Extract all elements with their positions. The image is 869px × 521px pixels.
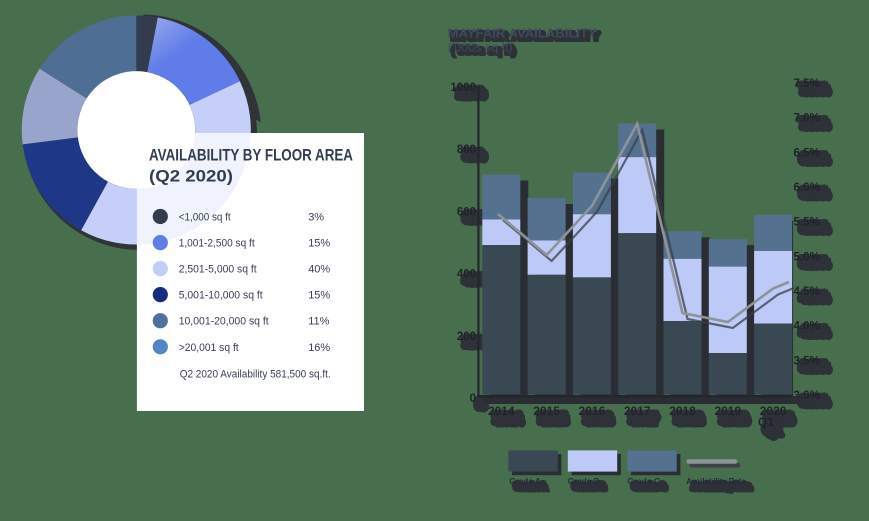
svg-text:7.5%: 7.5% [794,78,820,90]
svg-text:1000: 1000 [461,90,487,102]
svg-text:5.5%: 5.5% [805,225,831,237]
svg-text:(Q2 2020): (Q2 2020) [149,168,233,186]
svg-text:Q1: Q1 [764,422,780,436]
svg-text:1,001-2,500 sq ft: 1,001-2,500 sq ft [179,238,255,250]
svg-text:2016: 2016 [588,414,615,428]
svg-text:15%: 15% [308,238,330,250]
svg-text:Grade A: Grade A [517,483,549,493]
svg-text:5.0%: 5.0% [794,251,820,263]
svg-text:10,001-20,000 sq ft: 10,001-20,000 sq ft [179,316,269,328]
svg-text:5.5%: 5.5% [794,217,820,229]
svg-text:2015: 2015 [542,414,569,428]
svg-text:Availability Rate: Availability Rate [694,483,753,493]
svg-text:4.0%: 4.0% [794,321,820,333]
svg-text:15%: 15% [308,290,330,302]
svg-text:4.0%: 4.0% [801,327,827,339]
svg-text:2019: 2019 [714,404,741,418]
svg-text:2018: 2018 [669,404,696,418]
svg-text:5.0%: 5.0% [805,259,831,271]
svg-text:Q1: Q1 [767,425,783,439]
svg-text:5,001-10,000 sq ft: 5,001-10,000 sq ft [179,290,263,302]
svg-text:7.0%: 7.0% [794,113,820,125]
svg-text:MAYFAIR AVAILABILITY: MAYFAIR AVAILABILITY [453,30,602,45]
svg-text:Grade B: Grade B [573,481,605,491]
svg-text:Availability Rate: Availability Rate [691,481,750,491]
svg-text:6.5%: 6.5% [794,147,820,159]
svg-text:Grade A: Grade A [509,476,541,486]
svg-text:('000s sq ft): ('000s sq ft) [451,44,516,58]
svg-text:6.5%: 6.5% [801,153,827,165]
svg-text:6.0%: 6.0% [801,188,827,200]
svg-text:2019: 2019 [720,411,747,425]
svg-text:Grade C: Grade C [627,476,660,486]
svg-text:Grade A: Grade A [514,481,546,491]
svg-text:3.5%: 3.5% [805,363,831,375]
svg-text:40%: 40% [308,264,330,276]
svg-text:<1,000 sq ft: <1,000 sq ft [179,212,231,224]
svg-text:AVAILABILITY BY FLOOR AREA: AVAILABILITY BY FLOOR AREA [149,147,353,165]
svg-text:3%: 3% [308,212,324,224]
svg-text:3.5%: 3.5% [794,355,820,367]
svg-text:7.5%: 7.5% [805,86,831,98]
svg-text:2017: 2017 [630,411,657,425]
svg-text:3.5%: 3.5% [801,361,827,373]
svg-text:2015: 2015 [539,411,566,425]
svg-text:2014: 2014 [488,404,515,418]
svg-text:400: 400 [457,269,476,281]
svg-text:7.0%: 7.0% [801,119,827,131]
svg-text:Grade B: Grade B [576,483,608,493]
svg-text:2018: 2018 [675,411,702,425]
svg-text:3.0%: 3.0% [805,398,831,410]
svg-text:3.0%: 3.0% [801,396,827,408]
svg-text:>20,001 sq ft: >20,001 sq ft [179,342,239,354]
svg-text:4.5%: 4.5% [805,294,831,306]
svg-text:16%: 16% [308,342,330,354]
svg-text:600: 600 [457,206,476,218]
svg-text:7.0%: 7.0% [805,121,831,133]
svg-text:Grade C: Grade C [632,481,665,491]
svg-text:1000: 1000 [450,82,476,94]
svg-text:2016: 2016 [585,411,612,425]
svg-text:0: 0 [481,401,487,413]
svg-text:7.5%: 7.5% [801,84,827,96]
svg-text:2020: 2020 [769,414,796,428]
svg-text:200: 200 [457,331,476,343]
svg-text:2019: 2019 [723,414,750,428]
svg-text:2020: 2020 [766,411,793,425]
svg-text:0: 0 [470,393,476,405]
svg-text:2,501-5,000 sq ft: 2,501-5,000 sq ft [179,264,257,276]
svg-text:4.0%: 4.0% [805,329,831,341]
svg-text:2017: 2017 [624,404,651,418]
svg-text:Grade B: Grade B [568,476,600,486]
svg-text:Grade C: Grade C [635,483,668,493]
svg-text:4.5%: 4.5% [801,292,827,304]
svg-text:2017: 2017 [633,414,660,428]
svg-text:6.0%: 6.0% [794,182,820,194]
svg-text:5.5%: 5.5% [801,223,827,235]
svg-text:Q1: Q1 [758,415,774,429]
svg-text:MAYFAIR AVAILABILITY: MAYFAIR AVAILABILITY [451,29,600,44]
svg-text:Availability Rate: Availability Rate [686,476,745,486]
svg-text:2020: 2020 [760,404,787,418]
svg-text:2014: 2014 [497,414,524,428]
svg-text:6.5%: 6.5% [805,155,831,167]
svg-text:5.0%: 5.0% [801,257,827,269]
svg-text:2014: 2014 [494,411,521,425]
svg-text:11%: 11% [308,316,329,328]
svg-text:2015: 2015 [533,404,560,418]
svg-text:2018: 2018 [678,414,705,428]
svg-text:800: 800 [457,144,476,156]
svg-text:6.0%: 6.0% [805,190,831,202]
svg-text:MAYFAIR AVAILABILITY: MAYFAIR AVAILABILITY [448,26,597,41]
svg-text:Q2 2020 Availability 581,500 s: Q2 2020 Availability 581,500 sq.ft. [180,369,331,381]
svg-text:('000s sq ft): ('000s sq ft) [453,45,518,59]
svg-text:2016: 2016 [579,404,606,418]
svg-text:('000s sq ft): ('000s sq ft) [448,41,513,55]
svg-text:4.5%: 4.5% [794,286,820,298]
